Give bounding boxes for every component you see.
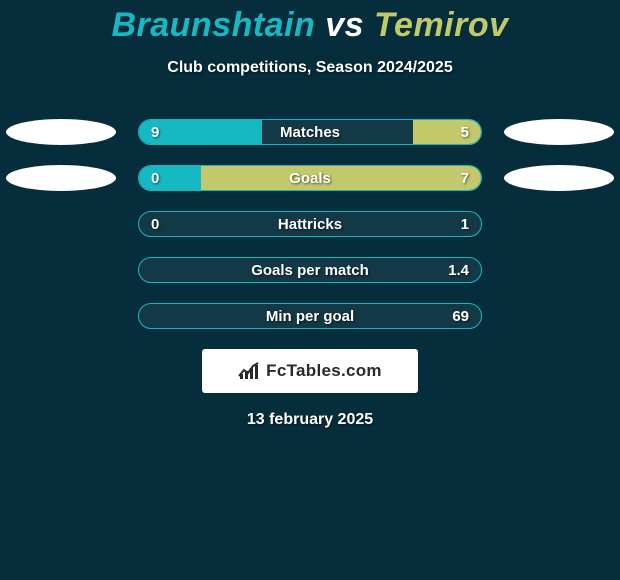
brand-text: FcTables.com — [266, 361, 382, 381]
stat-bar: 0 1Hattricks — [138, 211, 482, 237]
value-right: 5 — [461, 120, 469, 145]
fill-right — [201, 166, 481, 190]
value-right: 1.4 — [448, 258, 469, 283]
player-two-oval — [504, 165, 614, 191]
value-right: 7 — [461, 166, 469, 191]
stats-container: 95Matches07Goals01Hattricks1.4Goals per … — [0, 119, 620, 329]
value-right: 69 — [452, 304, 469, 329]
page: Braunshtain vs Temirov Club competitions… — [0, 0, 620, 580]
stat-bar: 69Min per goal — [138, 303, 482, 329]
stat-row: 69Min per goal — [0, 303, 620, 329]
brand-badge[interactable]: FcTables.com — [202, 349, 418, 393]
page-title: Braunshtain vs Temirov — [0, 0, 620, 45]
player-two-oval — [504, 119, 614, 145]
stat-label: Min per goal — [139, 304, 481, 329]
stat-bar: 07Goals — [138, 165, 482, 191]
stat-row: 95Matches — [0, 119, 620, 145]
stat-label: Goals per match — [139, 258, 481, 283]
versus-label: vs — [325, 6, 364, 44]
player-one-name: Braunshtain — [111, 6, 315, 44]
brand-chart-icon — [238, 362, 260, 380]
stat-bar: 1.4Goals per match — [138, 257, 482, 283]
player-one-oval — [6, 165, 116, 191]
value-left: 0 — [151, 166, 159, 191]
stat-label: Hattricks — [139, 212, 481, 237]
fill-right — [413, 120, 481, 144]
value-left: 0 — [151, 212, 159, 237]
player-two-name: Temirov — [374, 6, 509, 44]
value-right: 1 — [461, 212, 469, 237]
date-label: 13 february 2025 — [0, 411, 620, 429]
stat-row: 1.4Goals per match — [0, 257, 620, 283]
stat-row: 0 1Hattricks — [0, 211, 620, 237]
subtitle: Club competitions, Season 2024/2025 — [0, 59, 620, 77]
stat-bar: 95Matches — [138, 119, 482, 145]
fill-left — [139, 166, 201, 190]
stat-row: 07Goals — [0, 165, 620, 191]
player-one-oval — [6, 119, 116, 145]
value-left: 9 — [151, 120, 159, 145]
